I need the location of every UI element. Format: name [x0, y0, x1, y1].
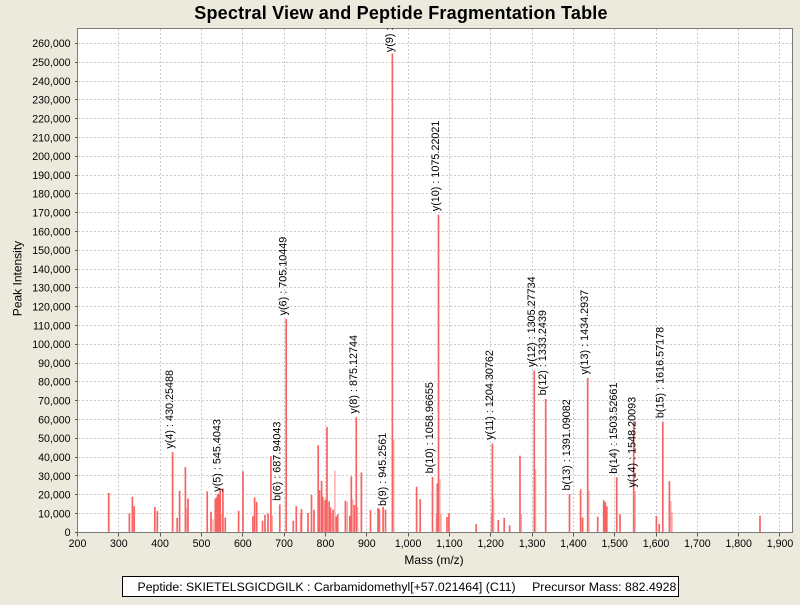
svg-text:140,000: 140,000 — [32, 264, 70, 276]
svg-text:20,000: 20,000 — [38, 490, 71, 502]
svg-text:y(5) : 545.4043: y(5) : 545.4043 — [212, 419, 224, 492]
svg-text:1,200: 1,200 — [477, 538, 504, 550]
svg-text:b(15) : 1616.57178: b(15) : 1616.57178 — [654, 327, 666, 418]
svg-text:10,000: 10,000 — [38, 508, 71, 520]
svg-text:1,000: 1,000 — [395, 538, 422, 550]
svg-text:1,900: 1,900 — [767, 538, 794, 550]
svg-text:30,000: 30,000 — [38, 471, 71, 483]
svg-text:500: 500 — [193, 538, 211, 550]
svg-text:90,000: 90,000 — [38, 358, 71, 370]
svg-text:50,000: 50,000 — [38, 433, 71, 445]
svg-text:180,000: 180,000 — [32, 189, 70, 201]
svg-text:60,000: 60,000 — [38, 414, 71, 426]
svg-text:Peak Intensity: Peak Intensity — [10, 241, 24, 316]
svg-text:150,000: 150,000 — [32, 245, 70, 257]
svg-text:y(13) : 1434.2937: y(13) : 1434.2937 — [579, 290, 591, 375]
svg-text:160,000: 160,000 — [32, 226, 70, 238]
svg-text:y(8) : 875.12744: y(8) : 875.12744 — [348, 335, 360, 414]
svg-text:b(14) : 1503.52661: b(14) : 1503.52661 — [608, 383, 620, 474]
svg-text:250,000: 250,000 — [32, 57, 70, 69]
svg-text:100,000: 100,000 — [32, 339, 70, 351]
svg-text:120,000: 120,000 — [32, 302, 70, 314]
svg-text:400: 400 — [151, 538, 169, 550]
svg-text:600: 600 — [234, 538, 252, 550]
svg-text:1,300: 1,300 — [519, 538, 546, 550]
svg-text:Peptide: SKIETELSGICDGILK : Ca: Peptide: SKIETELSGICDGILK : Carbamidomet… — [138, 580, 516, 594]
svg-text:210,000: 210,000 — [32, 132, 70, 144]
svg-text:1,700: 1,700 — [684, 538, 711, 550]
svg-text:y(9) : 962.06046: y(9) : 962.06046 — [384, 0, 396, 52]
svg-text:0: 0 — [65, 527, 71, 539]
svg-text:Spectral View and Peptide Frag: Spectral View and Peptide Fragmentation … — [194, 3, 607, 23]
svg-text:y(10) : 1075.22021: y(10) : 1075.22021 — [430, 121, 442, 212]
svg-text:80,000: 80,000 — [38, 377, 71, 389]
svg-text:800: 800 — [317, 538, 335, 550]
svg-text:y(4) : 430.25488: y(4) : 430.25488 — [164, 370, 176, 449]
svg-text:Precursor Mass: 882.4928: Precursor Mass: 882.4928 — [532, 580, 676, 594]
svg-text:y(6) : 705.10449: y(6) : 705.10449 — [278, 237, 290, 316]
svg-text:Mass (m/z): Mass (m/z) — [404, 553, 463, 567]
svg-text:130,000: 130,000 — [32, 283, 70, 295]
svg-text:230,000: 230,000 — [32, 95, 70, 107]
svg-text:220,000: 220,000 — [32, 113, 70, 125]
svg-text:240,000: 240,000 — [32, 76, 70, 88]
svg-text:200,000: 200,000 — [32, 151, 70, 163]
svg-text:40,000: 40,000 — [38, 452, 71, 464]
svg-text:1,100: 1,100 — [436, 538, 463, 550]
svg-text:b(12) : 1333.2439: b(12) : 1333.2439 — [537, 310, 549, 395]
svg-text:300: 300 — [110, 538, 128, 550]
svg-text:b(6) : 687.94043: b(6) : 687.94043 — [271, 422, 283, 501]
svg-text:b(9) : 945.2561: b(9) : 945.2561 — [377, 433, 389, 506]
svg-text:190,000: 190,000 — [32, 170, 70, 182]
svg-text:y(11) : 1204.30762: y(11) : 1204.30762 — [484, 350, 496, 440]
svg-text:1,600: 1,600 — [643, 538, 670, 550]
svg-text:y(12) : 1305.27734: y(12) : 1305.27734 — [526, 276, 538, 367]
svg-text:70,000: 70,000 — [38, 396, 71, 408]
svg-text:1,500: 1,500 — [601, 538, 628, 550]
svg-text:1,800: 1,800 — [725, 538, 752, 550]
svg-text:260,000: 260,000 — [32, 38, 70, 50]
svg-text:y(14) : 1548.20093: y(14) : 1548.20093 — [627, 397, 639, 488]
svg-text:1,400: 1,400 — [560, 538, 587, 550]
svg-text:110,000: 110,000 — [33, 320, 71, 332]
svg-text:200: 200 — [69, 538, 87, 550]
svg-text:700: 700 — [275, 538, 293, 550]
svg-text:170,000: 170,000 — [32, 208, 70, 220]
svg-text:b(13) : 1391.09082: b(13) : 1391.09082 — [561, 399, 573, 490]
svg-text:900: 900 — [358, 538, 376, 550]
svg-text:b(10) : 1058.96655: b(10) : 1058.96655 — [424, 382, 436, 473]
